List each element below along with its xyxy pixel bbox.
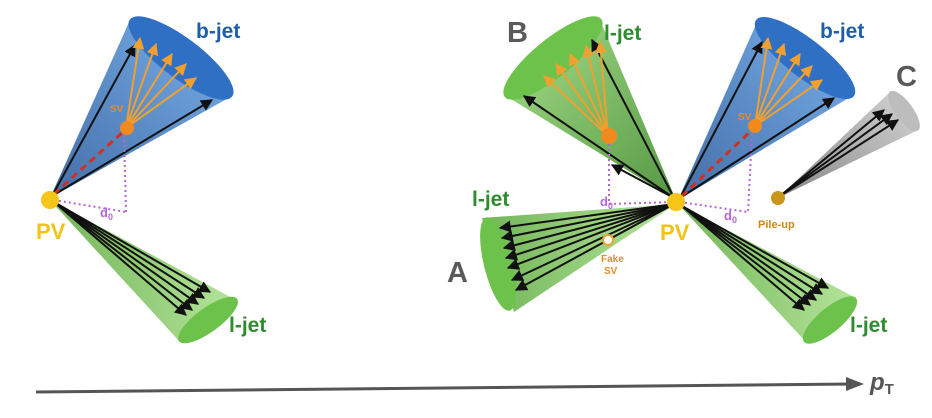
left-pv-label: PV	[36, 219, 66, 244]
a-l-jet-tracks	[498, 203, 675, 291]
right-l-jet-tracks	[681, 205, 830, 311]
right-pv-dot	[667, 193, 685, 211]
right-b-jet-tracks	[679, 40, 836, 199]
left-l-jet-tracks	[53, 201, 212, 316]
right-impact-parameter	[679, 133, 753, 213]
a-l-jet-label: l-jet	[472, 188, 509, 211]
right-flight-line	[680, 128, 754, 198]
right-b-jet-label: b-jet	[820, 20, 864, 43]
label-c: C	[896, 61, 917, 93]
right-sv-tracks	[754, 36, 823, 127]
left-sv-tracks	[125, 36, 197, 129]
left-sv-label: SV	[110, 104, 124, 115]
fake-sv-dot	[602, 234, 614, 246]
b-l-jet-cone	[503, 16, 676, 200]
b-sv-tracks	[543, 40, 609, 137]
left-b-jet-tracks	[51, 43, 214, 197]
left-l-jet-label: l-jet	[229, 314, 266, 337]
a-l-jet-cone	[480, 204, 676, 312]
right-sv-dot	[748, 119, 762, 133]
c-pileup-tracks	[779, 109, 900, 197]
b-l-jet-tracks	[523, 38, 675, 199]
b-sv-dot	[601, 128, 617, 144]
right-sv-label: SV	[738, 112, 752, 123]
right-pv-label: PV	[660, 220, 690, 245]
left-d0-label: d0	[100, 205, 113, 222]
b-impact-parameter	[608, 144, 675, 205]
left-sv-dot	[120, 121, 134, 135]
fake-sv-label-line2: SV	[604, 266, 618, 277]
left-flight-line	[52, 129, 126, 196]
left-impact-parameter	[53, 134, 127, 213]
b-l-jet-label: l-jet	[604, 22, 641, 45]
label-b: B	[507, 17, 528, 49]
left-b-jet-label: b-jet	[196, 20, 240, 43]
pt-axis-arrow	[35, 377, 864, 394]
right-l-jet-label: l-jet	[850, 314, 887, 337]
left-pv-dot	[41, 191, 59, 209]
right-d0-label: d0	[724, 208, 737, 225]
b-d0-label: d0	[600, 194, 613, 211]
pileup-label: Pile-up	[758, 219, 795, 231]
label-a: A	[447, 257, 468, 289]
pt-axis-label: pT	[869, 369, 894, 398]
pileup-vertex-dot	[771, 191, 785, 205]
fake-sv-label-line1: Fake	[601, 254, 624, 265]
